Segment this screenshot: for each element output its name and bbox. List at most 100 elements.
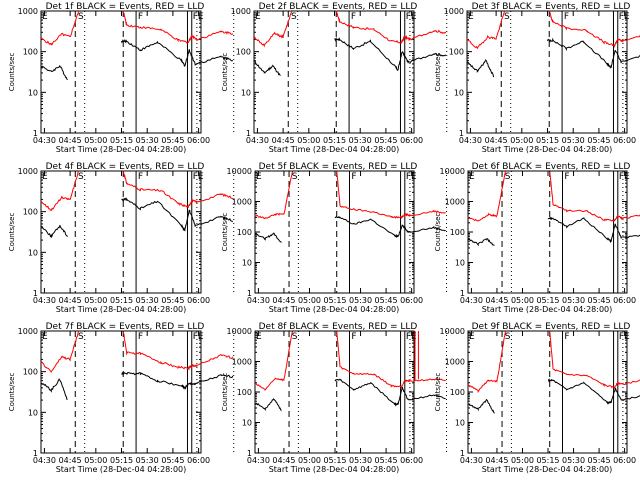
x-tick-label: 04:45 [272, 136, 295, 145]
x-tick-label: 05:15 [110, 456, 133, 465]
lld-curve-post [122, 10, 234, 44]
flag-label-fe: FE [406, 332, 417, 342]
lld-curve-pre [40, 10, 80, 46]
y-tick-label: 100 [237, 228, 252, 237]
panel-5: Det 5f BLACK = Events, RED = LLD 1 10 100 10… [221, 162, 448, 314]
x-tick-label: 05:45 [587, 136, 610, 145]
y-tick-label: 1000 [445, 198, 465, 207]
y-tick-label: 1 [460, 289, 465, 298]
x-axis-label: Start Time (28-Dec-04 04:28:00) [56, 305, 187, 314]
y-tick-label: 100 [23, 208, 38, 217]
flag-label-s: S [292, 332, 298, 342]
y-tick-label: 1 [460, 449, 465, 458]
x-axis-label: Start Time (28-Dec-04 04:28:00) [269, 305, 400, 314]
x-tick-label: 05:30 [136, 136, 159, 145]
lld-curve-post [549, 330, 640, 390]
x-tick-label: 06:00 [187, 296, 210, 305]
x-tick-label: 05:00 [297, 136, 320, 145]
events-curve-post [121, 38, 234, 67]
panel-3: Det 3f BLACK = Events, RED = LLD 1 10 100 10… [434, 2, 640, 154]
x-tick-label: 04:45 [485, 296, 508, 305]
y-tick-label: 100 [23, 48, 38, 57]
y-tick-label: 10 [28, 88, 38, 97]
events-curve-pre [254, 398, 282, 412]
y-tick-label: 10 [455, 419, 465, 428]
x-tick-label: 06:00 [187, 456, 210, 465]
x-tick-label: 04:30 [459, 136, 482, 145]
x-axis-label: Start Time (28-Dec-04 04:28:00) [482, 465, 613, 474]
x-tick-label: 05:45 [588, 296, 611, 305]
y-tick-label: 10 [28, 408, 38, 417]
events-curve-pre [254, 232, 282, 243]
lld-curve-post [122, 331, 234, 371]
x-tick-label: 05:30 [349, 456, 372, 465]
x-tick-label: 05:15 [323, 136, 346, 145]
x-tick-label: 05:00 [84, 296, 107, 305]
x-tick-label: 05:00 [298, 456, 321, 465]
lld-curve-post [549, 171, 640, 222]
y-axis-label: Counts/sec [434, 373, 442, 412]
x-tick-label: 04:30 [247, 296, 270, 305]
y-tick-label: 1 [33, 449, 38, 458]
y-axis-label: Counts/sec [221, 213, 229, 252]
flag-label-e: E [468, 12, 474, 22]
x-tick-label: 06:00 [400, 296, 423, 305]
flag-label-e: E [42, 172, 48, 182]
y-tick-label: 1 [246, 129, 251, 138]
panel-7: Det 7f BLACK = Events, RED = LLD 1 10 100 10… [8, 322, 235, 474]
y-tick-label: 100 [450, 228, 465, 237]
y-axis-label: Counts/sec [221, 53, 229, 92]
flag-label-s: S [78, 332, 84, 342]
x-tick-label: 04:45 [59, 456, 82, 465]
lld-curve-pre [466, 10, 506, 49]
y-tick-label: 1000 [18, 7, 38, 16]
y-tick-label: 100 [449, 48, 464, 57]
lld-curve-post [336, 170, 446, 220]
x-tick-label: 05:00 [511, 456, 534, 465]
x-tick-label: 05:45 [375, 296, 398, 305]
x-tick-label: 05:15 [323, 456, 346, 465]
x-tick-label: 05:30 [562, 456, 585, 465]
events-curve-post [547, 378, 640, 405]
events-curve-post [547, 216, 640, 243]
events-curve-post [121, 371, 234, 390]
x-tick-label: 05:00 [84, 456, 107, 465]
x-tick-label: 05:15 [110, 136, 133, 145]
x-tick-label: 04:30 [460, 296, 483, 305]
lld-curve-post [336, 330, 446, 389]
flag-label-s: S [291, 12, 297, 22]
events-curve-pre [466, 58, 495, 78]
y-tick-label: 1000 [445, 358, 465, 367]
lld-curve-pre [253, 11, 293, 48]
panel-1: Det 1f BLACK = Events, RED = LLD 1 10 100 10… [8, 2, 235, 154]
x-tick-label: 05:30 [562, 136, 585, 145]
y-tick-label: 100 [23, 368, 38, 377]
plot-frame [466, 10, 628, 134]
panel-title: Det 8f BLACK = Events, RED = LLD [259, 322, 418, 332]
lld-curve-pre [467, 330, 506, 394]
panel-title: Det 9f BLACK = Events, RED = LLD [472, 322, 631, 332]
x-tick-label: 05:00 [298, 296, 321, 305]
y-tick-label: 10 [28, 248, 38, 257]
panel-title: Det 1f BLACK = Events, RED = LLD [46, 2, 205, 12]
x-tick-label: 04:45 [272, 456, 295, 465]
x-tick-label: 04:30 [33, 456, 56, 465]
flag-label-s: S [505, 332, 511, 342]
x-tick-label: 04:30 [247, 456, 270, 465]
y-axis-label: Counts/sec [8, 213, 16, 252]
events-curve-post [547, 37, 640, 69]
x-tick-label: 04:30 [33, 136, 56, 145]
events-curve-pre [253, 59, 281, 76]
x-tick-label: 05:15 [536, 456, 559, 465]
x-tick-label: 04:45 [59, 136, 82, 145]
panel-title: Det 6f BLACK = Events, RED = LLD [472, 162, 631, 172]
events-curve-pre [40, 378, 68, 400]
panel-title: Det 2f BLACK = Events, RED = LLD [259, 2, 418, 12]
lld-curve-pre [40, 170, 80, 211]
y-tick-label: 10 [242, 259, 252, 268]
x-tick-label: 04:45 [485, 456, 508, 465]
flag-label-s: S [505, 172, 511, 182]
events-curve-post [121, 197, 233, 232]
x-tick-label: 05:45 [161, 296, 184, 305]
